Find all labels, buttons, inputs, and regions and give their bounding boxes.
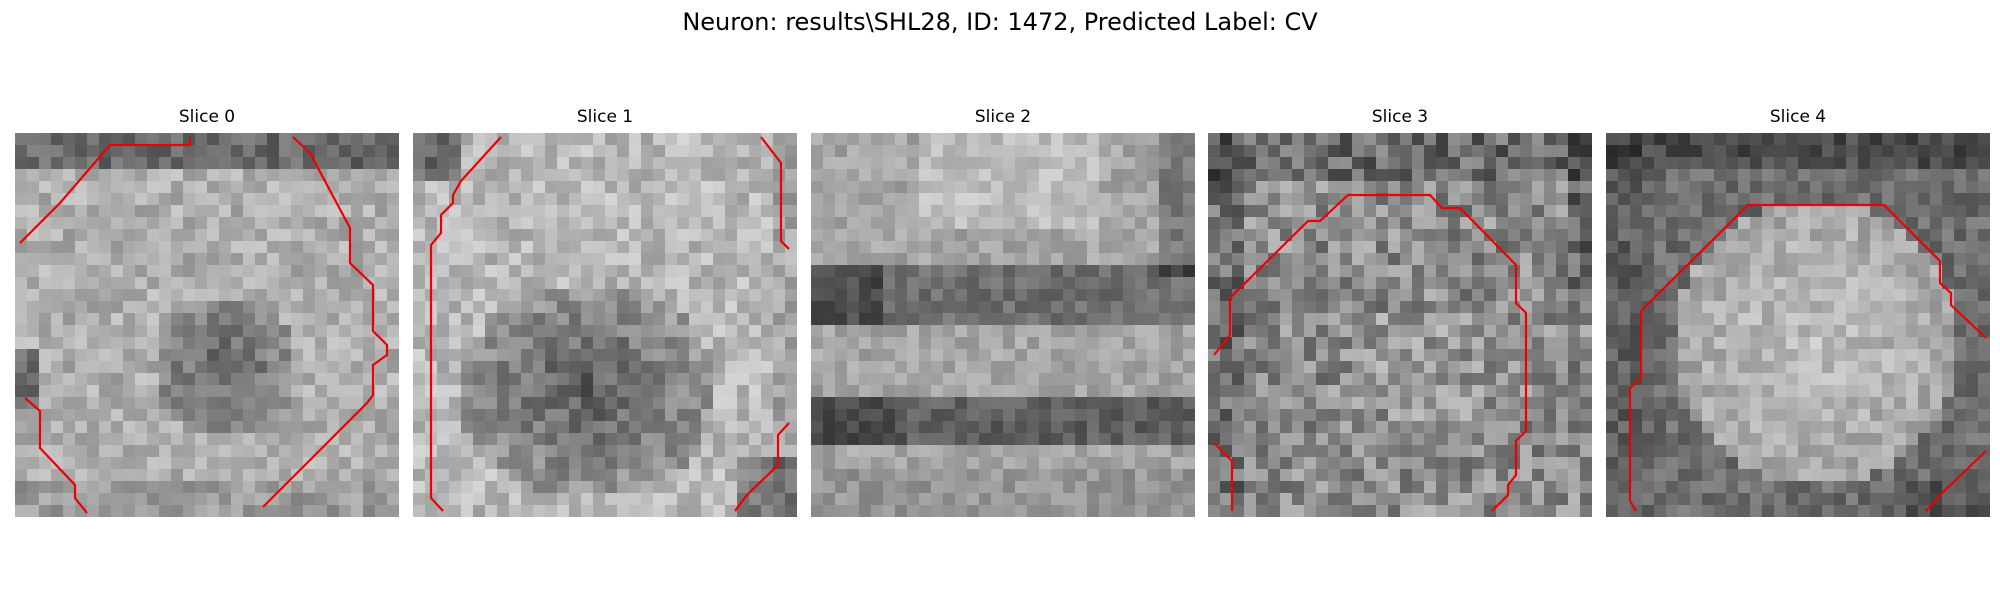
slice-title: Slice 4 (1769, 107, 1827, 127)
slice-title: Slice 2 (974, 107, 1032, 127)
slice-image (1606, 133, 1990, 517)
slice-image (413, 133, 797, 517)
slice-image (811, 133, 1195, 517)
em-pixel-grid (15, 133, 399, 517)
segmentation-contour (19, 136, 389, 514)
slice-canvas-4 (1606, 133, 1990, 517)
slice-title: Slice 0 (178, 107, 236, 127)
slice-canvas-2 (811, 133, 1195, 517)
segmentation-contour (429, 136, 790, 512)
figure-title: Neuron: results\SHL28, ID: 1472, Predict… (682, 8, 1318, 36)
slice-image (15, 133, 399, 517)
slice-title: Slice 1 (576, 107, 634, 127)
segmentation-contour (1213, 193, 1528, 512)
em-pixel-grid (1208, 133, 1592, 517)
slice-canvas-0 (15, 133, 399, 517)
em-pixel-grid (811, 133, 1195, 517)
slice-canvas-3 (1208, 133, 1592, 517)
slice-canvas-1 (413, 133, 797, 517)
em-pixel-grid (413, 133, 797, 517)
segmentation-contour (1628, 203, 1987, 512)
slice-image (1208, 133, 1592, 517)
slice-title: Slice 3 (1371, 107, 1429, 127)
em-pixel-grid (1606, 133, 1990, 517)
